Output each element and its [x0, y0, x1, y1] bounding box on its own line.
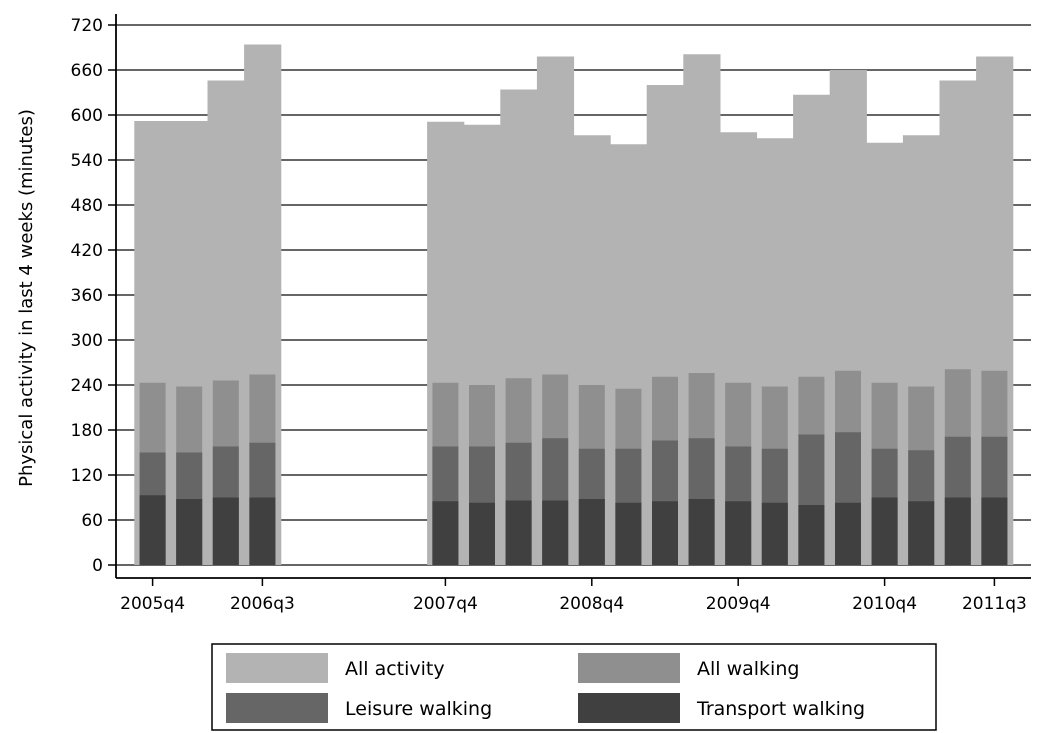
transport-walking-bar — [469, 502, 495, 565]
y-tick-label: 480 — [71, 196, 103, 216]
transport-walking-bar — [432, 501, 459, 565]
y-tick-label: 180 — [71, 421, 103, 441]
transport-walking-bar — [725, 501, 752, 565]
y-tick-label: 600 — [71, 106, 103, 126]
transport-walking-bar — [615, 502, 642, 565]
transport-walking-bar — [505, 500, 532, 565]
transport-walking-bar — [688, 499, 715, 565]
y-tick-label: 60 — [81, 511, 103, 531]
x-tick-label: 2011q3 — [962, 594, 1027, 614]
transport-walking-bar — [249, 497, 276, 565]
transport-walking-bar — [578, 499, 605, 565]
y-tick-label: 0 — [92, 556, 103, 576]
transport-walking-bar — [944, 497, 971, 565]
transport-walking-bar — [761, 502, 788, 565]
y-tick-label: 120 — [71, 466, 103, 486]
y-tick-label: 300 — [71, 331, 103, 351]
axes: 0 60 120 180 240 300 360 420 480 540 600 660 720 2005… — [71, 14, 1031, 614]
y-tick-label: 420 — [71, 241, 103, 261]
y-axis-title: Physical activity in last 4 weeks (minut… — [16, 109, 37, 487]
legend-swatch-leisure-walking — [226, 693, 328, 723]
legend-swatch-all-walking — [578, 653, 680, 683]
transport-walking-bar — [981, 497, 1008, 565]
x-tick-label: 2009q4 — [706, 594, 771, 614]
x-tick-label: 2010q4 — [852, 594, 917, 614]
transport-walking-bar — [871, 497, 898, 565]
y-tick-label: 720 — [71, 16, 103, 36]
legend: All activity All walking Leisure walking Tr… — [211, 643, 937, 731]
transport-walking-bar — [835, 502, 861, 565]
legend-label-transport-walking: Transport walking — [696, 698, 865, 720]
legend-swatch-all-activity — [226, 653, 328, 683]
legend-swatch-transport-walking — [578, 693, 680, 723]
legend-label-all-activity: All activity — [345, 658, 445, 680]
transport-walking-bar — [542, 500, 569, 565]
transport-walking-bar — [652, 501, 678, 565]
transport-walking-bar — [908, 501, 935, 565]
y-tick-label: 540 — [71, 151, 103, 171]
y-tick-label: 360 — [71, 286, 103, 306]
legend-label-all-walking: All walking — [697, 658, 799, 680]
transport-walking-bar — [798, 505, 825, 565]
transport-walking-bar — [176, 499, 203, 565]
transport-walking-bar — [139, 495, 166, 565]
legend-frame — [211, 643, 937, 731]
walking-bars — [139, 369, 1008, 565]
x-tick-label: 2005q4 — [120, 594, 185, 614]
x-tick-label: 2008q4 — [559, 594, 624, 614]
y-tick-label: 660 — [71, 61, 103, 81]
y-tick-label: 240 — [71, 376, 103, 396]
transport-walking-bar — [212, 497, 239, 565]
x-tick-label: 2007q4 — [413, 594, 478, 614]
legend-label-leisure-walking: Leisure walking — [345, 698, 492, 720]
x-tick-label: 2006q3 — [230, 594, 295, 614]
